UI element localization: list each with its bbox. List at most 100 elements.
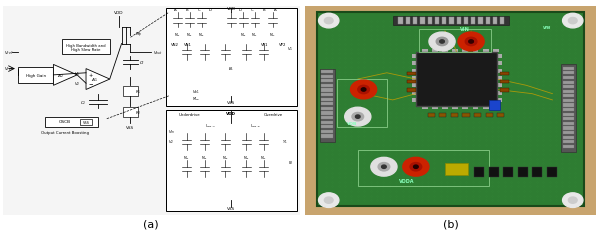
Bar bbox=[497, 98, 501, 103]
Bar bbox=[486, 114, 493, 117]
Bar bbox=[166, 9, 297, 107]
Polygon shape bbox=[86, 69, 110, 90]
Bar bbox=[322, 121, 333, 124]
Bar bbox=[322, 98, 333, 101]
Bar bbox=[562, 127, 574, 130]
Text: (a): (a) bbox=[143, 219, 159, 229]
Text: High Gain: High Gain bbox=[26, 73, 46, 78]
Bar bbox=[518, 167, 528, 177]
Text: $V_1$: $V_1$ bbox=[287, 45, 294, 52]
Bar bbox=[439, 114, 446, 117]
Bar bbox=[462, 49, 468, 53]
Bar bbox=[322, 116, 333, 120]
Circle shape bbox=[568, 197, 577, 203]
Bar bbox=[412, 62, 416, 66]
Bar bbox=[412, 91, 416, 95]
Bar bbox=[562, 76, 574, 80]
Bar bbox=[393, 17, 509, 26]
Bar bbox=[322, 94, 333, 97]
Bar bbox=[489, 167, 499, 177]
Text: $M_{p2}$: $M_{p2}$ bbox=[186, 31, 193, 38]
Bar bbox=[432, 49, 438, 53]
Circle shape bbox=[469, 41, 473, 44]
Bar bbox=[322, 112, 333, 115]
Bar bbox=[483, 49, 489, 53]
Bar bbox=[412, 55, 416, 59]
Bar bbox=[497, 114, 504, 117]
Text: $M_{p6}$: $M_{p6}$ bbox=[269, 31, 276, 38]
Text: $C_f$: $C_f$ bbox=[140, 59, 146, 67]
Bar bbox=[497, 76, 501, 81]
Text: −: − bbox=[88, 81, 93, 86]
Text: C: C bbox=[251, 8, 253, 12]
Text: $V_{ref}$: $V_{ref}$ bbox=[4, 66, 14, 73]
Text: $C_2$: $C_2$ bbox=[80, 99, 86, 106]
Bar bbox=[449, 18, 453, 24]
Bar bbox=[413, 18, 418, 24]
Bar bbox=[497, 91, 501, 95]
Bar bbox=[562, 81, 574, 84]
Bar bbox=[445, 163, 468, 175]
Bar bbox=[80, 119, 92, 125]
Circle shape bbox=[413, 165, 418, 169]
Bar bbox=[322, 75, 333, 79]
Bar bbox=[532, 167, 542, 177]
Text: C: C bbox=[197, 8, 200, 12]
Bar bbox=[407, 81, 416, 84]
Bar bbox=[562, 109, 574, 112]
Text: High Bandwidth and: High Bandwidth and bbox=[66, 43, 106, 47]
Text: $M_{n2}$: $M_{n2}$ bbox=[201, 153, 208, 161]
Text: $V_1$: $V_1$ bbox=[74, 70, 80, 77]
Text: OSCB: OSCB bbox=[59, 119, 71, 123]
Text: $A_1$: $A_1$ bbox=[92, 76, 98, 83]
Bar bbox=[462, 107, 468, 110]
Circle shape bbox=[429, 33, 455, 52]
Bar bbox=[337, 80, 387, 128]
Text: $M_{n5}$: $M_{n5}$ bbox=[261, 153, 268, 161]
Circle shape bbox=[382, 165, 386, 169]
Bar bbox=[493, 107, 499, 110]
Bar bbox=[562, 104, 574, 107]
Circle shape bbox=[319, 193, 339, 207]
Bar bbox=[562, 67, 574, 70]
Bar bbox=[428, 18, 432, 24]
Circle shape bbox=[403, 158, 429, 176]
Circle shape bbox=[378, 163, 390, 171]
Circle shape bbox=[361, 88, 366, 92]
Text: Output Current Boosting: Output Current Boosting bbox=[41, 131, 89, 135]
Bar bbox=[322, 103, 333, 106]
Bar bbox=[493, 49, 499, 53]
Text: $V_{in}$: $V_{in}$ bbox=[168, 128, 174, 135]
Polygon shape bbox=[53, 65, 77, 86]
Text: $I_B$: $I_B$ bbox=[288, 159, 292, 167]
Bar bbox=[428, 114, 435, 117]
Bar bbox=[474, 114, 481, 117]
Text: $I_{bias,p}$: $I_{bias,p}$ bbox=[250, 122, 261, 129]
Bar bbox=[407, 89, 416, 92]
Text: $M_{p1}$: $M_{p1}$ bbox=[174, 31, 181, 38]
Bar bbox=[562, 113, 574, 116]
Bar bbox=[486, 18, 490, 24]
Bar bbox=[562, 86, 574, 89]
Bar bbox=[483, 107, 489, 110]
Text: VDD: VDD bbox=[227, 7, 236, 11]
Text: $V_2$: $V_2$ bbox=[168, 138, 174, 146]
Bar bbox=[412, 69, 416, 73]
Circle shape bbox=[358, 86, 370, 94]
Bar bbox=[493, 18, 497, 24]
Text: D: D bbox=[209, 8, 212, 12]
Text: +: + bbox=[89, 73, 92, 78]
Text: $B_1$: $B_1$ bbox=[228, 66, 234, 73]
Bar bbox=[322, 89, 333, 92]
Bar bbox=[322, 71, 333, 74]
Bar bbox=[412, 84, 416, 88]
Bar bbox=[473, 107, 479, 110]
Text: VDD: VDD bbox=[226, 112, 236, 116]
Bar bbox=[500, 18, 504, 24]
Bar bbox=[419, 30, 491, 53]
Bar bbox=[398, 18, 403, 24]
Text: VP2: VP2 bbox=[279, 42, 286, 46]
Text: VSS: VSS bbox=[227, 206, 235, 210]
Circle shape bbox=[319, 14, 339, 29]
Text: B: B bbox=[186, 8, 188, 12]
